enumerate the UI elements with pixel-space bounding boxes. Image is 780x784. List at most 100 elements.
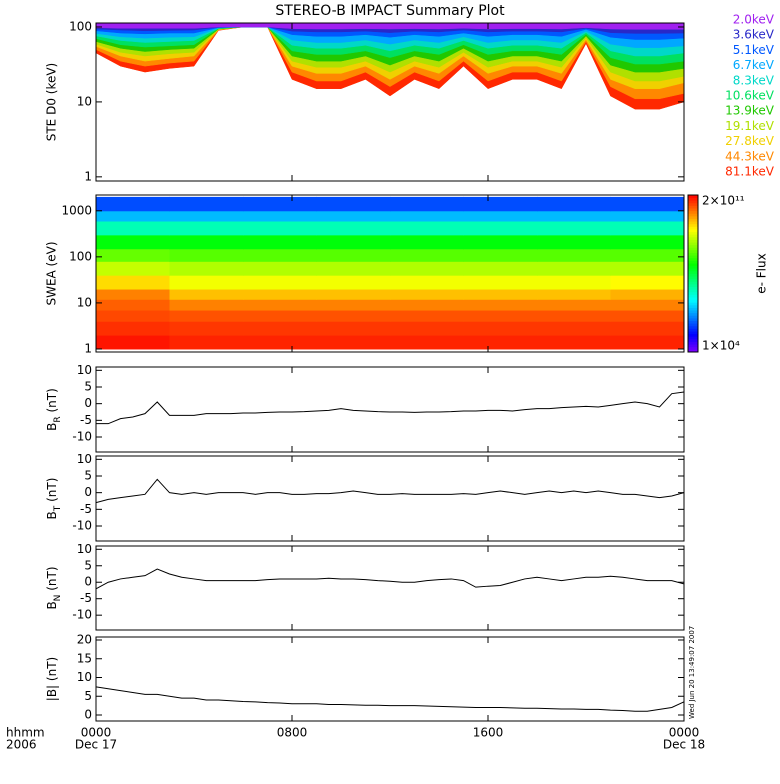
heatmap-cell bbox=[243, 196, 317, 212]
colorbar-tick-label: 1×10⁴ bbox=[702, 339, 740, 353]
heatmap-cell bbox=[169, 261, 244, 276]
y-axis-label-part: (nT) bbox=[45, 478, 59, 506]
colorbar-step bbox=[688, 210, 698, 214]
heatmap-cell bbox=[463, 299, 538, 311]
y-axis-label: BN (nT) bbox=[45, 566, 63, 609]
legend-entry: 27.8keV bbox=[725, 134, 775, 148]
colorbar-step bbox=[688, 202, 698, 206]
x-tick-label: 0000 bbox=[81, 726, 112, 740]
colorbar-step bbox=[688, 317, 698, 321]
colorbar-step bbox=[688, 302, 698, 306]
x-tick-label: 1600 bbox=[473, 726, 504, 740]
heatmap-cell bbox=[316, 335, 391, 350]
colorbar-step bbox=[688, 336, 698, 340]
colorbar-step bbox=[688, 234, 698, 238]
colorbar-step bbox=[688, 263, 698, 267]
heatmap-cell bbox=[537, 261, 611, 276]
y-tick-label: -5 bbox=[80, 502, 92, 516]
heatmap-cell bbox=[463, 248, 538, 262]
heatmap-cell bbox=[243, 275, 317, 290]
colorbar-step bbox=[688, 349, 698, 353]
plot-area bbox=[96, 478, 684, 504]
colorbar-step bbox=[688, 239, 698, 243]
heatmap-cell bbox=[610, 196, 684, 212]
y-axis-label: BT (nT) bbox=[45, 478, 63, 520]
data-line bbox=[96, 568, 684, 590]
heatmap-cell bbox=[243, 310, 317, 322]
plot-area bbox=[96, 568, 684, 590]
colorbar-step bbox=[688, 273, 698, 277]
heatmap-cell bbox=[390, 275, 464, 290]
legend-entry: 8.3keV bbox=[733, 73, 775, 87]
heatmap-cell bbox=[390, 289, 464, 300]
legend-entry: 19.1keV bbox=[725, 119, 775, 133]
heatmap-cell bbox=[96, 289, 170, 300]
y-axis-label-part: N bbox=[53, 595, 63, 602]
heatmap-cell bbox=[610, 321, 684, 336]
heatmap-cell bbox=[463, 321, 538, 336]
y-axis-label-part: T bbox=[53, 505, 63, 512]
legend-entry: 6.7keV bbox=[733, 58, 775, 72]
y-tick-label: 15 bbox=[77, 651, 92, 665]
y-tick-label: -10 bbox=[72, 430, 92, 444]
heatmap-cell bbox=[537, 335, 611, 350]
heatmap-cell bbox=[537, 234, 611, 250]
x-axis-label: hhmm bbox=[6, 726, 45, 740]
y-tick-label: 5 bbox=[84, 469, 92, 483]
heatmap-cell bbox=[390, 335, 464, 350]
heatmap-cell bbox=[610, 220, 684, 236]
heatmap-cell bbox=[463, 234, 538, 250]
heatmap-cell bbox=[463, 289, 538, 300]
colorbar-step bbox=[688, 213, 698, 217]
colorbar-step bbox=[688, 247, 698, 251]
y-axis-label-part: (nT) bbox=[45, 566, 59, 594]
colorbar-step bbox=[688, 260, 698, 264]
colorbar-step bbox=[688, 312, 698, 316]
heatmap-cell bbox=[243, 261, 317, 276]
heatmap-cell bbox=[243, 248, 317, 262]
heatmap-cell bbox=[169, 248, 244, 262]
colorbar-step bbox=[688, 346, 698, 350]
colorbar-step bbox=[688, 276, 698, 280]
heatmap-cell bbox=[537, 310, 611, 322]
colorbar-step bbox=[688, 320, 698, 324]
colorbar-step bbox=[688, 208, 698, 212]
y-tick-label: -5 bbox=[80, 591, 92, 605]
heatmap-cell bbox=[610, 299, 684, 311]
heatmap-cell bbox=[390, 261, 464, 276]
panel-frame bbox=[95, 636, 685, 722]
colorbar-step bbox=[688, 242, 698, 246]
colorbar-step bbox=[688, 299, 698, 303]
panel-frame bbox=[95, 366, 685, 453]
colorbar-label: e- Flux bbox=[755, 253, 769, 293]
y-tick-label: 1 bbox=[84, 341, 92, 355]
colorbar-step bbox=[688, 297, 698, 301]
colorbar-step bbox=[688, 338, 698, 342]
y-tick-label: 0 bbox=[84, 485, 92, 499]
heatmap-cell bbox=[316, 310, 391, 322]
y-tick-label: 100 bbox=[69, 19, 92, 33]
heatmap-cell bbox=[463, 196, 538, 212]
colorbar-step bbox=[688, 195, 698, 199]
panel-frame bbox=[95, 194, 685, 353]
y-tick-label: 10 bbox=[77, 295, 92, 309]
heatmap-cell bbox=[390, 310, 464, 322]
colorbar-tick-label: 2×10¹¹ bbox=[702, 194, 745, 208]
x-date-label: Dec 17 bbox=[75, 738, 117, 752]
data-line bbox=[96, 686, 684, 712]
heatmap-cell bbox=[610, 335, 684, 350]
heatmap-cell bbox=[96, 310, 170, 322]
legend-entry: 10.6keV bbox=[725, 89, 775, 103]
heatmap-cell bbox=[390, 248, 464, 262]
colorbar-step bbox=[688, 226, 698, 230]
colorbar-step bbox=[688, 331, 698, 335]
heatmap-cell bbox=[610, 261, 684, 276]
plot-area bbox=[96, 391, 684, 425]
y-axis-label-part: (nT) bbox=[45, 388, 59, 416]
heatmap-cell bbox=[316, 289, 391, 300]
legend-entry: 5.1keV bbox=[733, 43, 775, 57]
heatmap-cell bbox=[537, 321, 611, 336]
heatmap-cell bbox=[537, 248, 611, 262]
heatmap-cell bbox=[169, 321, 244, 336]
heatmap-cell bbox=[390, 196, 464, 212]
